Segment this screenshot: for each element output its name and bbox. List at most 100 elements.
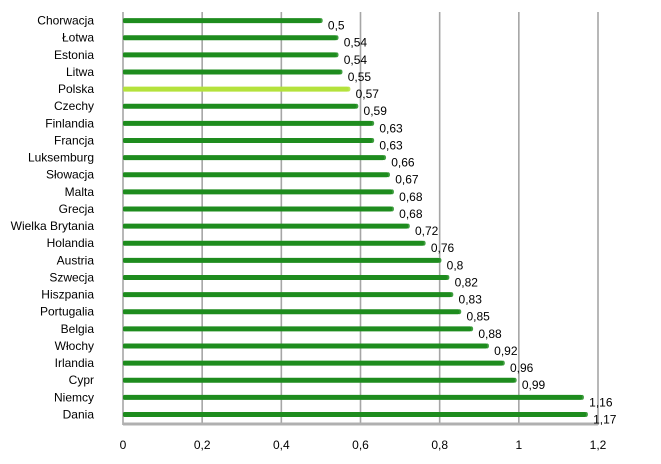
bar bbox=[123, 172, 389, 178]
bar-cap bbox=[445, 274, 450, 280]
bar bbox=[123, 326, 472, 332]
category-label: Dania bbox=[63, 407, 95, 421]
category-label: Austria bbox=[57, 253, 95, 267]
bar-cap bbox=[382, 155, 387, 161]
tick-label: 0,6 bbox=[352, 438, 369, 452]
value-labels: 0,5 0,54 0,54 0,55 0,57 0,59 0,63 0,63 0,66 0,67 0… bbox=[328, 19, 617, 427]
bar bbox=[123, 309, 460, 315]
category-label: Estonia bbox=[54, 48, 94, 62]
category-label: Słowacja bbox=[46, 168, 94, 182]
value-label: 0,96 bbox=[510, 361, 534, 375]
value-label: 0,88 bbox=[478, 327, 502, 341]
bar bbox=[123, 292, 452, 298]
value-label: 0,83 bbox=[459, 293, 483, 307]
category-labels: Chorwacja Łotwa Estonia Litwa Polska Czechy Fi… bbox=[11, 14, 95, 422]
value-label: 0,55 bbox=[348, 70, 372, 84]
value-label: 0,8 bbox=[447, 258, 464, 272]
value-label: 0,63 bbox=[379, 138, 403, 152]
value-label: 0,92 bbox=[494, 344, 518, 358]
bar bbox=[123, 343, 488, 349]
bar-cap bbox=[390, 206, 394, 212]
category-label: Holandia bbox=[47, 236, 95, 250]
category-label: Niemcy bbox=[54, 390, 94, 404]
bar bbox=[123, 377, 515, 383]
bar-cap bbox=[501, 360, 505, 366]
bar bbox=[123, 394, 583, 400]
bar-cap bbox=[334, 52, 339, 58]
bar-cap bbox=[580, 394, 584, 400]
bar bbox=[123, 137, 373, 143]
category-label: Cypr bbox=[69, 373, 94, 387]
bar bbox=[123, 103, 357, 109]
value-label: 0,67 bbox=[395, 173, 419, 187]
category-label: Hiszpania bbox=[41, 288, 94, 302]
x-axis-tick-labels: 0 0,2 0,4 0,6 0,8 1 1,2 bbox=[120, 438, 607, 452]
tick-label: 0 bbox=[120, 438, 127, 452]
category-label: Luksemburg bbox=[28, 151, 94, 165]
bar-cap bbox=[437, 257, 442, 263]
value-label: 0,99 bbox=[522, 378, 546, 392]
category-label: Grecja bbox=[59, 202, 95, 216]
value-label: 1,16 bbox=[589, 395, 613, 409]
bar bbox=[123, 206, 393, 212]
bar bbox=[123, 120, 373, 126]
value-label: 0,63 bbox=[379, 121, 403, 135]
tick-label: 1 bbox=[515, 438, 522, 452]
value-label: 0,66 bbox=[391, 156, 415, 170]
bars bbox=[123, 18, 588, 417]
category-label: Chorwacja bbox=[37, 14, 94, 28]
bar-cap bbox=[370, 120, 375, 126]
bar-cap bbox=[457, 309, 462, 315]
value-label: 0,85 bbox=[466, 310, 490, 324]
category-label: Portugalia bbox=[40, 305, 94, 319]
category-label: Czechy bbox=[54, 99, 94, 113]
category-label: Litwa bbox=[66, 65, 94, 79]
value-label: 0,76 bbox=[431, 241, 455, 255]
category-label: Irlandia bbox=[55, 356, 95, 370]
bar-cap bbox=[406, 223, 410, 229]
value-label: 0,54 bbox=[344, 36, 368, 50]
bar bbox=[123, 52, 337, 58]
bar bbox=[123, 69, 341, 75]
bar-cap bbox=[422, 240, 426, 246]
bar bbox=[123, 189, 393, 195]
tick-label: 0,2 bbox=[194, 438, 211, 452]
category-label: Łotwa bbox=[62, 31, 94, 45]
category-label: Malta bbox=[65, 185, 95, 199]
bar bbox=[123, 18, 321, 24]
bar-cap bbox=[354, 103, 359, 109]
bar-cap bbox=[334, 35, 339, 41]
value-label: 0,54 bbox=[344, 53, 368, 67]
gridlines bbox=[122, 12, 599, 426]
bar bbox=[123, 257, 440, 263]
bar-cap bbox=[485, 343, 489, 349]
value-label: 0,5 bbox=[328, 19, 345, 33]
bar bbox=[123, 360, 503, 366]
bar bbox=[123, 240, 424, 246]
bar-cap bbox=[449, 292, 454, 298]
bar bbox=[123, 155, 385, 161]
bar-cap bbox=[584, 411, 588, 417]
category-label: Wielka Brytania bbox=[11, 219, 95, 233]
category-label: Włochy bbox=[55, 339, 94, 353]
bar-cap bbox=[370, 137, 375, 143]
value-label: 0,68 bbox=[399, 207, 423, 221]
bar-cap bbox=[513, 377, 517, 383]
bar bbox=[123, 86, 349, 92]
value-label: 0,82 bbox=[455, 275, 479, 289]
bar bbox=[123, 223, 408, 229]
bar-cap bbox=[319, 18, 323, 24]
bar bbox=[123, 35, 337, 41]
bar bbox=[123, 274, 448, 280]
category-label: Finlandia bbox=[45, 116, 94, 130]
bar-cap bbox=[469, 326, 474, 332]
value-label: 0,68 bbox=[399, 190, 423, 204]
value-label: 1,17 bbox=[593, 412, 617, 426]
bar bbox=[123, 411, 587, 417]
bar-cap bbox=[338, 69, 343, 75]
category-label: Szwecja bbox=[49, 270, 94, 284]
bar-cap bbox=[346, 86, 351, 92]
bar-cap bbox=[386, 172, 391, 178]
bar-cap bbox=[390, 189, 394, 195]
